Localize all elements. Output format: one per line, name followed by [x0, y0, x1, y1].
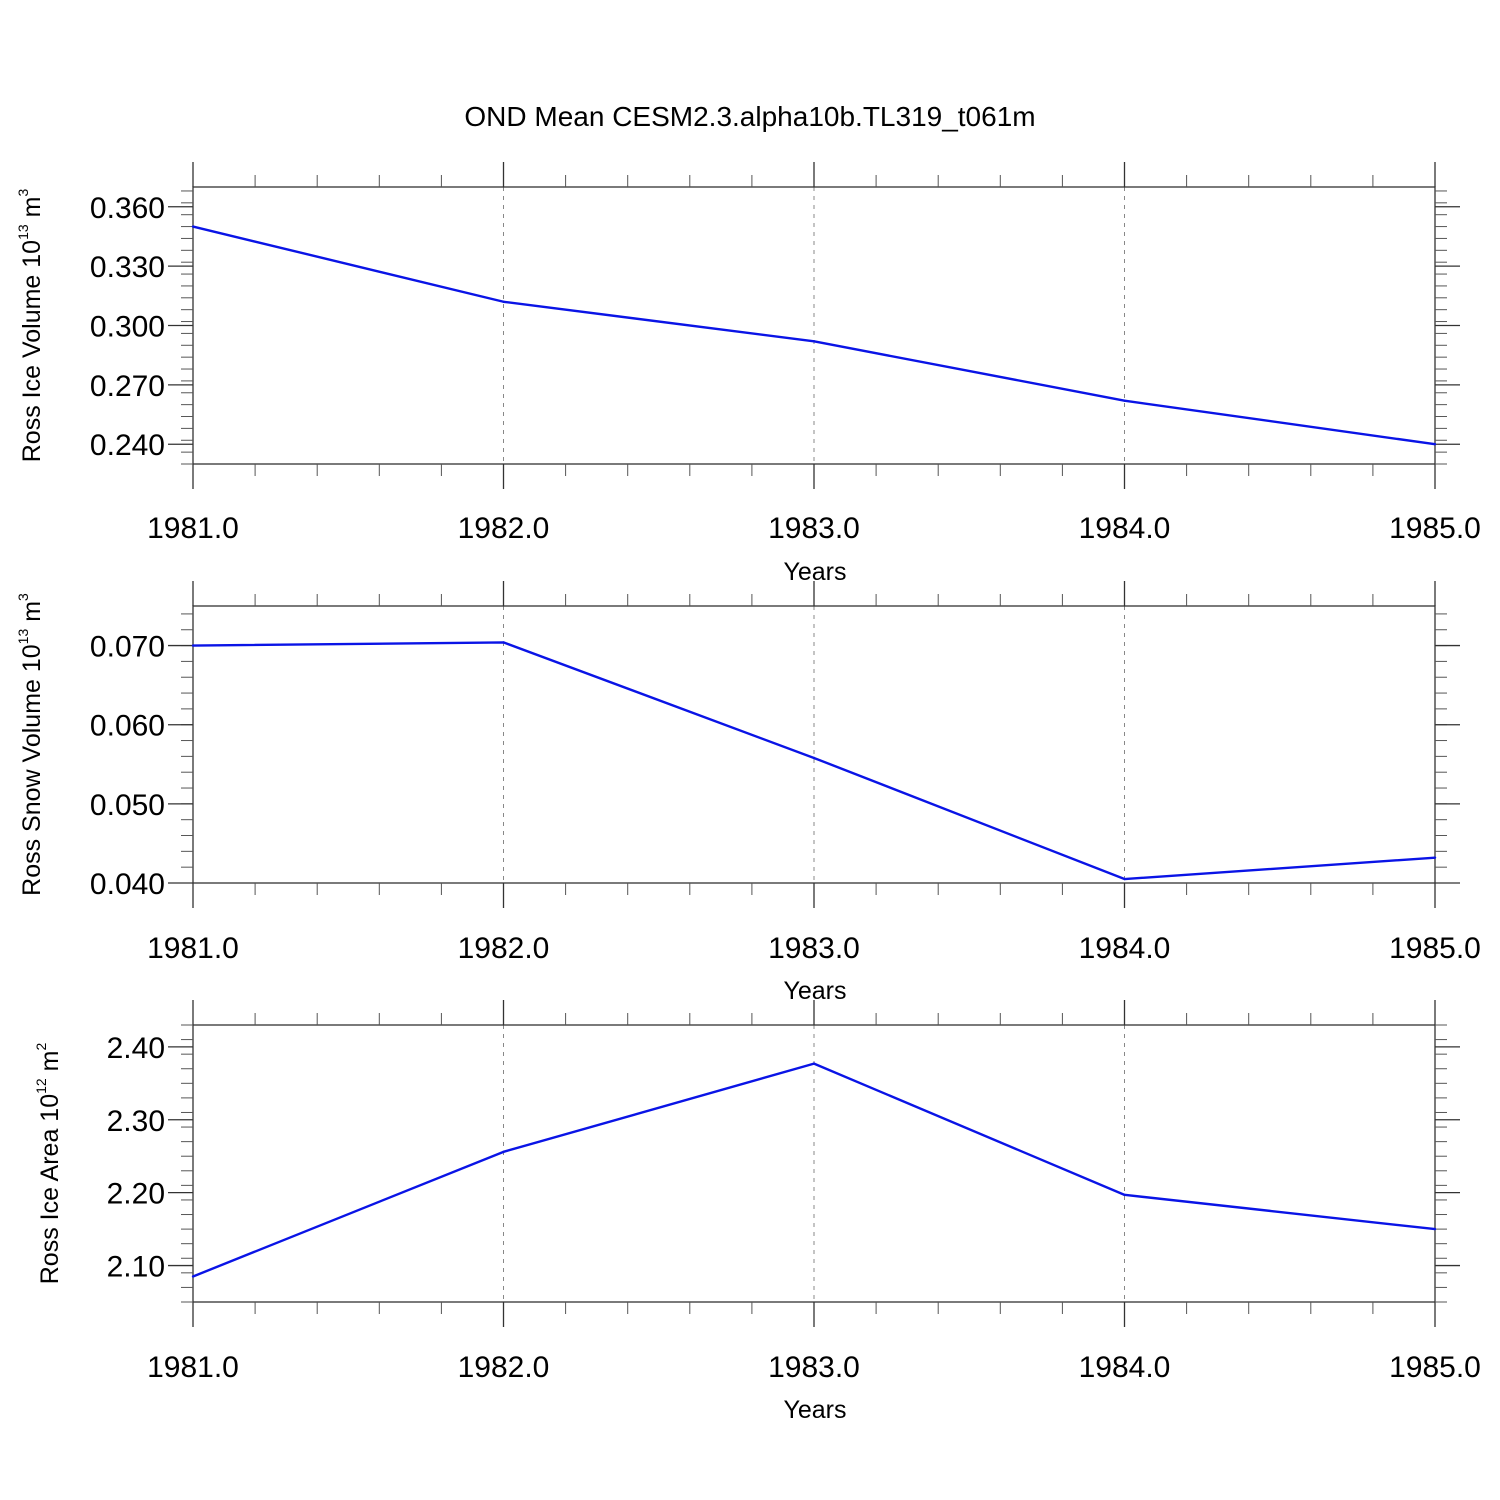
panel-1-y-tick-label: 0.270: [90, 370, 165, 403]
panel-1-y-axis-label-unit: m: [18, 197, 46, 225]
panel-2-y-axis-label-unit: m: [18, 601, 46, 629]
panel-1-y-axis-label-main: Ross Ice Volume 10: [18, 240, 46, 462]
panel-1-y-axis-label: Ross Ice Volume 1013 m3: [15, 189, 46, 463]
panel-3-x-tick-label: 1985.0: [1389, 1351, 1481, 1384]
panel-2-data-point: [812, 756, 816, 760]
panel-1-y-axis-label-unit-sup: 3: [15, 189, 31, 197]
panel-3-x-axis-label: Years: [783, 1396, 846, 1424]
panel-2: 1981.0 1982.0 1983.0 1984.0 1985.0 0.040 0.050…: [15, 581, 1481, 1005]
figure-title: OND Mean CESM2.3.alpha10b.TL319_t061m: [464, 101, 1035, 132]
panel-1-x-tick-label: 1981.0: [147, 512, 239, 545]
panel-1-x-tick-label: 1983.0: [768, 512, 860, 545]
panel-2-y-tick-label: 0.070: [90, 631, 165, 664]
panel-3-y-axis-label-unit: m: [36, 1051, 64, 1079]
panel-1-data-point: [1433, 443, 1437, 446]
panel-1-x-tick-label: 1982.0: [458, 512, 550, 545]
panel-1-data-point: [502, 300, 505, 303]
panel-1-y-tick-label: 0.300: [90, 311, 165, 344]
panel-2-y-axis-label-sup: 13: [15, 629, 31, 645]
panel-2-data-point: [191, 644, 195, 647]
panel-3: 1981.0 1982.0 1983.0 1984.0 1985.0 2.10 2.20 2.…: [33, 1000, 1481, 1424]
panel-1-x-tick-label: 1985.0: [1389, 512, 1481, 545]
panel-1-y-tick-label: 0.330: [90, 251, 165, 284]
panel-3-data-point: [502, 1150, 505, 1154]
panel-3-y-tick-label: 2.30: [107, 1105, 165, 1138]
panel-3-y-axis-label: Ross Ice Area 1012 m2: [33, 1043, 64, 1285]
panel-1: 1981.0 1982.0 1983.0 1984.0 1985.0 0.240 0.270…: [15, 162, 1481, 586]
panel-2-x-tick-label: 1981.0: [147, 932, 239, 965]
panel-2-x-axis-label: Years: [783, 977, 846, 1005]
panel-3-y-axis-label-main: Ross Ice Area 10: [36, 1094, 64, 1284]
panel-1-data-point: [191, 225, 195, 228]
panel-3-y-tick-label: 2.40: [107, 1032, 165, 1065]
panel-2-data-point: [1123, 877, 1126, 881]
panel-3-data-point: [191, 1275, 195, 1278]
panel-1-data-point: [1123, 399, 1126, 402]
panels: 1981.0 1982.0 1983.0 1984.0 1985.0 0.240 0.270…: [15, 162, 1481, 1424]
panel-1-y-axis-label-sup: 13: [15, 224, 31, 240]
panel-2-x-tick-label: 1984.0: [1079, 932, 1171, 965]
panel-1-x-tick-label: 1984.0: [1079, 512, 1171, 545]
panel-3-data-point: [1123, 1193, 1126, 1197]
panel-2-y-axis-label: Ross Snow Volume 1013 m3: [15, 593, 46, 896]
panel-1-x-axis-label: Years: [783, 558, 846, 586]
panel-3-x-tick-label: 1981.0: [147, 1351, 239, 1384]
panel-3-y-tick-label: 2.10: [107, 1251, 165, 1284]
panel-1-y-tick-label: 0.240: [90, 429, 165, 462]
panel-2-y-axis-label-unit-sup: 3: [15, 593, 31, 601]
panel-2-data-point: [502, 641, 505, 644]
panel-3-y-axis-label-sup: 12: [33, 1078, 49, 1094]
panel-2-y-tick-label: 0.040: [90, 868, 165, 901]
panel-3-data-point: [1433, 1227, 1437, 1231]
panel-2-data-point: [1433, 856, 1437, 859]
panel-2-x-tick-label: 1983.0: [768, 932, 860, 965]
panel-2-y-tick-label: 0.050: [90, 789, 165, 822]
panel-3-data-point: [812, 1062, 816, 1065]
panel-3-x-tick-label: 1982.0: [458, 1351, 550, 1384]
panel-3-y-axis-label-unit-sup: 2: [33, 1043, 49, 1051]
panel-2-y-axis-label-main: Ross Snow Volume 10: [18, 644, 46, 896]
panel-2-x-tick-label: 1982.0: [458, 932, 550, 965]
panel-3-x-tick-label: 1983.0: [768, 1351, 860, 1384]
panel-2-y-tick-label: 0.060: [90, 710, 165, 743]
panel-2-x-tick-label: 1985.0: [1389, 932, 1481, 965]
panel-1-y-tick-label: 0.360: [90, 192, 165, 225]
panel-3-y-tick-label: 2.20: [107, 1178, 165, 1211]
panel-3-x-tick-label: 1984.0: [1079, 1351, 1171, 1384]
panel-1-data-point: [812, 340, 816, 343]
